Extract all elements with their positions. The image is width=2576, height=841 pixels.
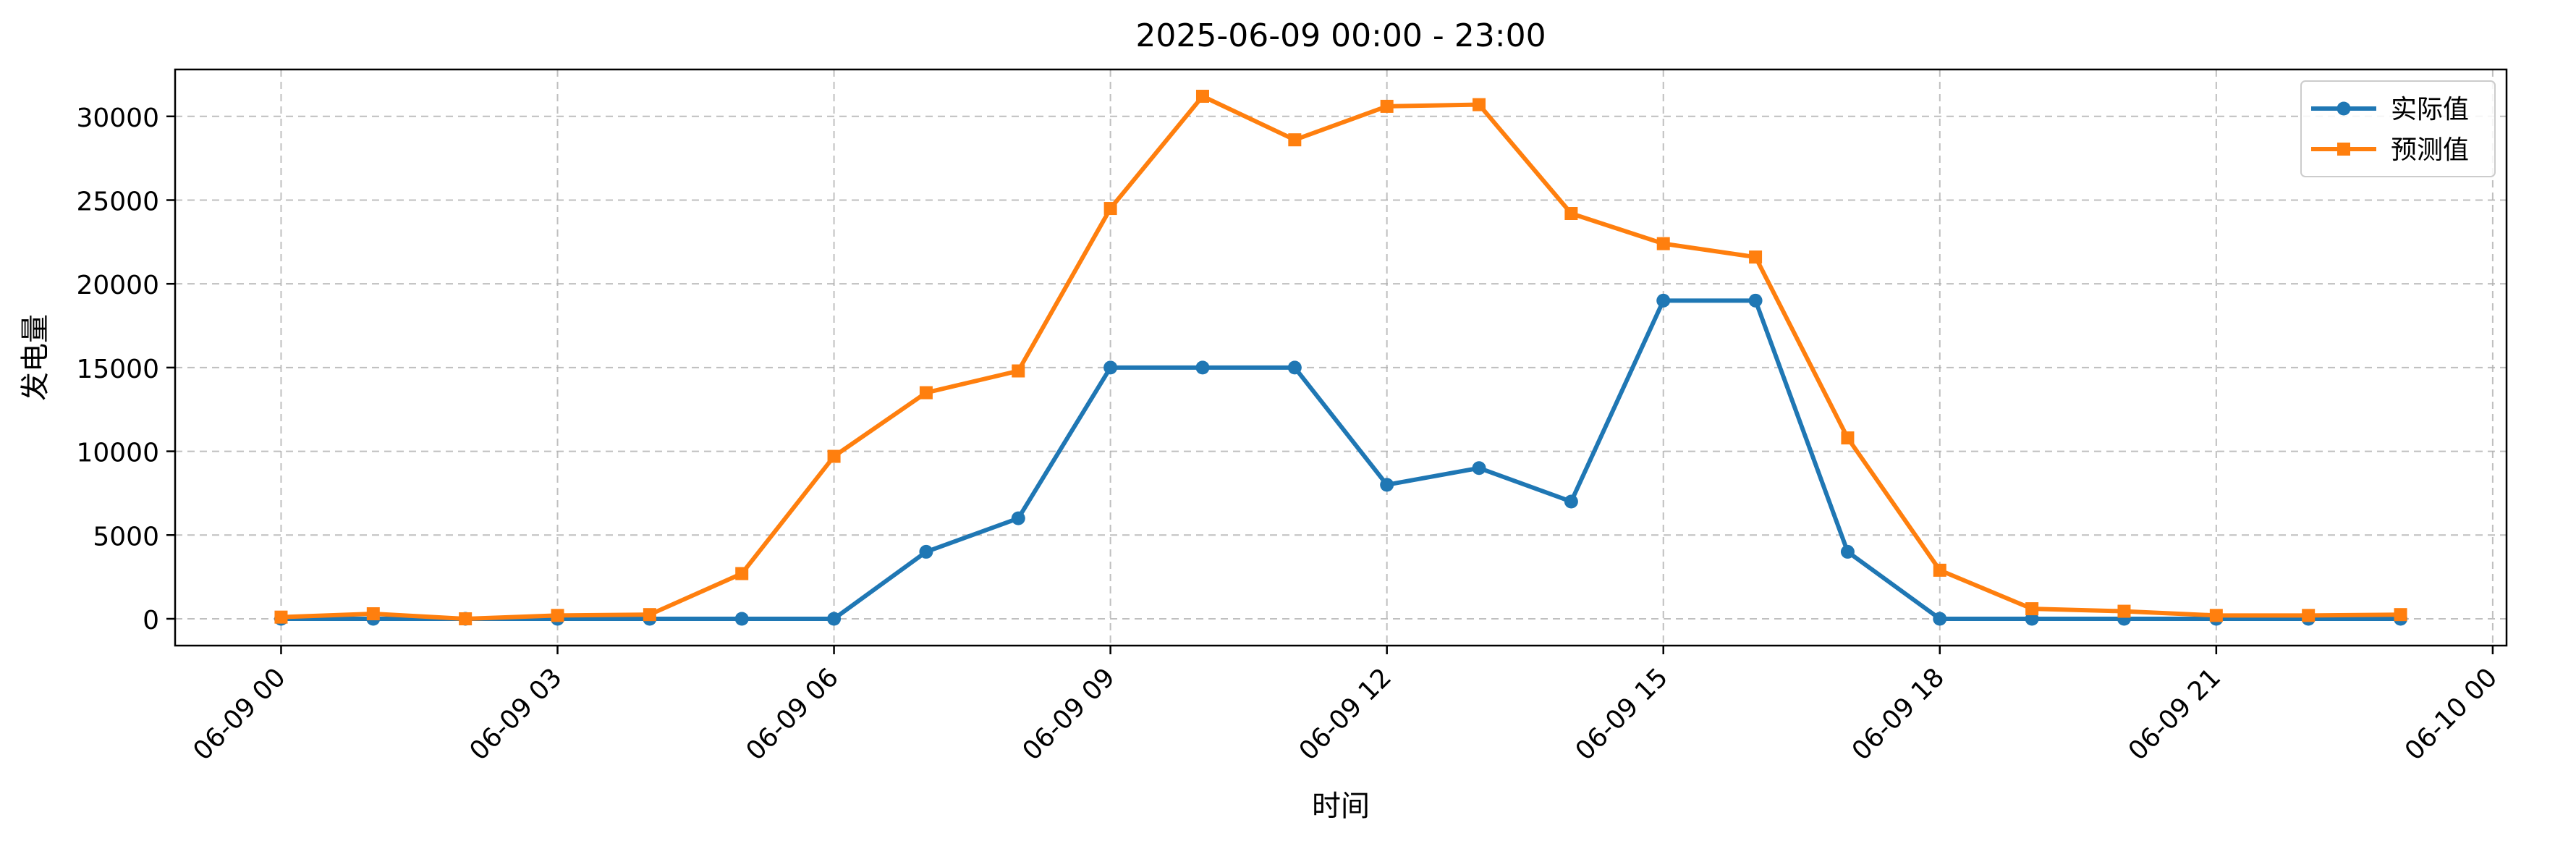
data-point-marker [827, 449, 841, 463]
legend-label: 实际值 [2391, 95, 2469, 124]
data-point-marker [1380, 99, 1394, 113]
data-point-marker [2302, 609, 2316, 622]
y-axis-label: 发电量 [19, 314, 52, 401]
x-axis-label: 时间 [1312, 790, 1370, 823]
y-tick-label: 30000 [76, 103, 159, 133]
plot-frame [174, 68, 2508, 647]
data-point-marker [1195, 360, 1210, 375]
data-point-marker [1749, 250, 1763, 264]
series-group [274, 90, 2408, 626]
data-point-marker [1103, 360, 1118, 375]
data-point-marker [1841, 431, 1855, 445]
x-tick-label: 06-09 06 [740, 662, 844, 766]
data-point-marker [1473, 98, 1486, 111]
data-point-marker [1011, 511, 1025, 525]
data-point-marker [735, 567, 749, 580]
data-point-marker [2117, 604, 2131, 618]
data-point-marker [1195, 90, 1209, 103]
x-tick-label: 06-10 00 [2399, 662, 2503, 766]
data-point-marker [1656, 293, 1671, 308]
y-tick-label: 20000 [76, 271, 159, 300]
data-point-marker [919, 386, 933, 400]
data-point-marker [1748, 293, 1763, 308]
series-line [279, 298, 2403, 621]
data-point-marker [643, 608, 656, 622]
series-1 [274, 293, 2408, 626]
data-point-marker [459, 612, 473, 625]
data-point-marker [1933, 612, 1947, 626]
x-tick-label: 06-09 18 [1847, 662, 1950, 766]
x-tick-label: 06-09 03 [464, 662, 567, 766]
data-point-marker [274, 610, 288, 624]
data-point-marker [1564, 207, 1578, 220]
data-point-marker [366, 607, 380, 621]
data-point-marker [2209, 609, 2223, 622]
y-tick-label: 0 [143, 606, 159, 635]
series-2 [274, 90, 2407, 625]
data-point-marker [827, 612, 842, 626]
data-point-marker [1472, 461, 1486, 476]
y-tick-label: 15000 [76, 355, 159, 384]
legend-label: 预测值 [2391, 135, 2469, 165]
grid-lines [175, 69, 2507, 646]
legend-marker [2337, 143, 2350, 156]
x-tick-label: 06-09 00 [187, 662, 291, 766]
series-line [279, 94, 2403, 621]
data-point-marker [1564, 494, 1578, 509]
y-tick-label: 10000 [76, 439, 159, 468]
x-tick-label: 06-09 21 [2123, 662, 2227, 766]
data-point-marker [2025, 602, 2039, 616]
data-point-marker [734, 612, 749, 626]
x-tick-label: 06-09 12 [1294, 662, 1397, 766]
data-point-marker [1012, 364, 1025, 378]
data-point-marker [1840, 544, 1855, 559]
plot-area [175, 69, 2507, 646]
legend-marker [2336, 101, 2351, 116]
data-point-marker [2394, 608, 2407, 622]
x-tick-label: 06-09 09 [1017, 662, 1121, 766]
data-point-marker [919, 544, 933, 559]
data-point-marker [1933, 563, 1946, 577]
data-point-marker [551, 609, 564, 622]
data-point-marker [1380, 478, 1394, 492]
y-tick-label: 5000 [93, 522, 159, 551]
data-point-marker [2025, 612, 2039, 626]
data-point-marker [1656, 237, 1670, 250]
data-point-marker [1288, 133, 1302, 147]
chart-title: 2025-06-09 00:00 - 23:00 [1135, 17, 1546, 54]
y-tick-label: 25000 [76, 187, 159, 216]
data-point-marker [1287, 360, 1302, 375]
data-point-marker [1103, 202, 1117, 216]
x-tick-label: 06-09 15 [1570, 662, 1674, 766]
axes: 0 5000 10000 15000 20000 25000 30000 06-09 00 06… [76, 103, 2503, 766]
